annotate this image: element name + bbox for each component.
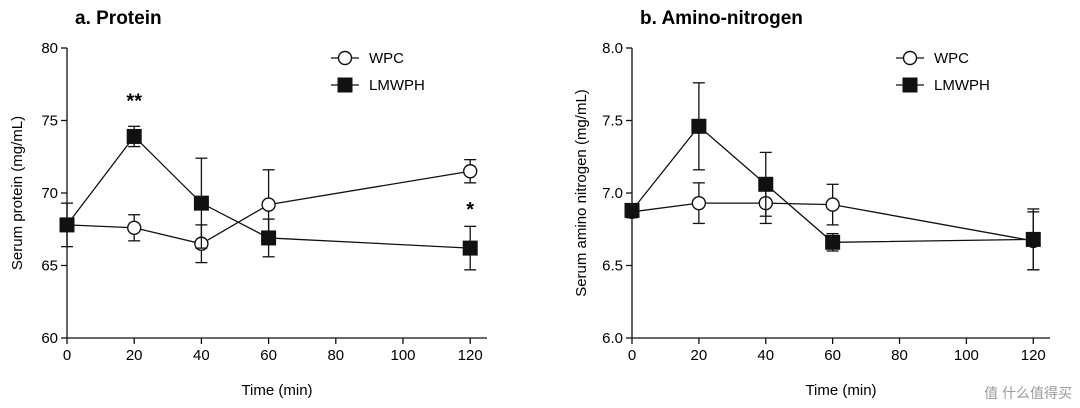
x-tick-label: 0 [628, 347, 636, 364]
legend-entry: LMWPH [331, 77, 425, 94]
legend-entry: WPC [896, 50, 969, 67]
legend-label: WPC [934, 50, 969, 67]
y-axis-label: Serum amino nitrogen (mg/mL) [573, 89, 590, 297]
y-tick-label: 7.5 [602, 113, 623, 130]
legend-label: LMWPH [369, 77, 425, 94]
x-tick-label: 60 [824, 347, 841, 364]
protein-panel: a. Protein 60 65 70 75 80 0 20 40 60 80 100 120 Time … [9, 8, 487, 399]
legend-marker [337, 77, 353, 93]
data-point [1025, 231, 1041, 247]
data-point [825, 234, 841, 250]
data-point [261, 197, 276, 212]
x-tick-label: 40 [193, 347, 210, 364]
y-tick-label: 6.5 [602, 258, 623, 275]
data-point [126, 128, 142, 144]
legend-marker [337, 50, 353, 66]
data-point [59, 217, 75, 233]
x-tick-label: 20 [126, 347, 143, 364]
x-tick-label: 60 [260, 347, 277, 364]
x-axis-label: Time (min) [805, 382, 876, 399]
y-tick-label: 75 [41, 113, 58, 130]
legend-marker [902, 77, 918, 93]
data-point [691, 195, 707, 211]
x-tick-label: 120 [1021, 347, 1046, 364]
y-tick-label: 70 [41, 185, 58, 202]
data-point [193, 195, 209, 211]
y-tick-label: 6.0 [602, 330, 623, 347]
x-tick-label: 40 [757, 347, 774, 364]
data-point [624, 202, 640, 218]
legend-entry: LMWPH [896, 77, 990, 94]
y-tick-label: 65 [41, 258, 58, 275]
significance-annotation: * [466, 199, 474, 221]
data-point [261, 230, 277, 246]
x-tick-label: 80 [327, 347, 344, 364]
x-tick-label: 100 [390, 347, 415, 364]
x-tick-label: 80 [891, 347, 908, 364]
chart-title: b. Amino-nitrogen [640, 8, 803, 29]
y-axis-label: Serum protein (mg/mL) [9, 116, 26, 270]
x-tick-label: 120 [458, 347, 483, 364]
legend-marker [902, 50, 918, 66]
series-wpc [624, 182, 1041, 271]
data-point [463, 164, 478, 179]
legend-label: LMWPH [934, 77, 990, 94]
y-tick-label: 8.0 [602, 40, 623, 57]
significance-annotation: ** [126, 90, 142, 112]
x-tick-label: 0 [63, 347, 71, 364]
series-lmwph [624, 82, 1041, 271]
data-point [691, 118, 707, 134]
chart-title: a. Protein [75, 8, 162, 29]
y-tick-label: 60 [41, 330, 58, 347]
amino-nitrogen-panel: b. Amino-nitrogen 6.0 6.5 7.0 7.5 8.0 0 20 40 60 8… [573, 8, 1050, 399]
data-point [825, 197, 840, 212]
y-tick-label: 80 [41, 40, 58, 57]
x-axis-label: Time (min) [241, 382, 312, 399]
legend-label: WPC [369, 50, 404, 67]
x-tick-label: 20 [691, 347, 708, 364]
legend-entry: WPC [331, 50, 404, 67]
watermark: 值 什么值得买 [984, 385, 1072, 401]
data-point [462, 240, 478, 256]
x-tick-label: 100 [954, 347, 979, 364]
data-point [758, 176, 774, 192]
data-point [126, 220, 142, 236]
series-lmwph [59, 125, 478, 271]
y-tick-label: 7.0 [602, 185, 623, 202]
